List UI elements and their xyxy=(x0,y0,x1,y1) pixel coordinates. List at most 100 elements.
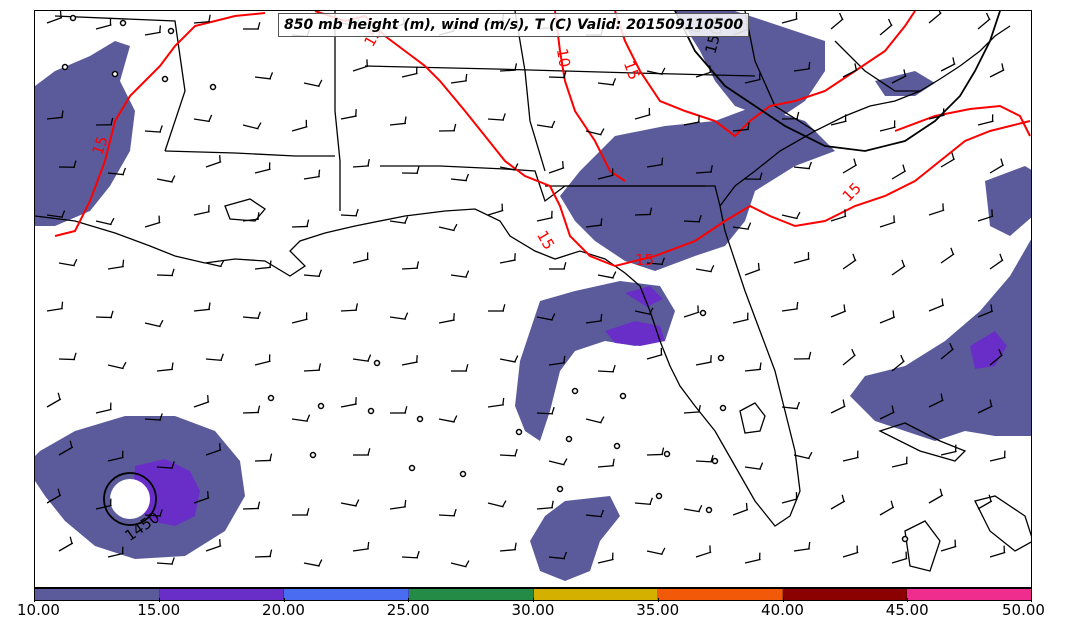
wind-barb xyxy=(928,488,944,504)
wind-barb xyxy=(842,158,858,174)
station-circle xyxy=(699,309,707,317)
shade-region-atlantic xyxy=(850,239,1031,441)
station-circle xyxy=(655,492,663,500)
wind-barb xyxy=(781,111,800,120)
colorbar-tick-mark xyxy=(34,598,35,602)
colorbar-segment xyxy=(533,589,659,600)
station-circle xyxy=(309,451,317,459)
wind-barb xyxy=(928,393,944,408)
wind-barb xyxy=(793,541,811,552)
wind-barb xyxy=(744,462,764,470)
wind-barb xyxy=(695,65,712,78)
colorbar-segment xyxy=(782,589,908,600)
station-circle xyxy=(717,354,725,362)
wind-barb xyxy=(830,399,846,414)
wind-barb xyxy=(744,72,761,84)
wind-barb xyxy=(830,209,847,222)
colorbar-tick-mark xyxy=(533,598,534,602)
wind-barb xyxy=(291,312,308,324)
wind-barb xyxy=(646,67,666,75)
wind-barb xyxy=(156,268,175,277)
wind-barb xyxy=(842,63,858,78)
wind-barb xyxy=(597,168,614,180)
wind-barb xyxy=(107,361,127,370)
colorbar-tick-label: 30.00 xyxy=(511,601,555,619)
wind-barb xyxy=(597,364,616,373)
shade-region-east-small xyxy=(875,71,935,96)
wind-barb xyxy=(95,217,115,226)
wind-barb xyxy=(401,355,418,366)
wind-barb xyxy=(548,70,567,79)
station-circle xyxy=(119,19,127,27)
wind-barb xyxy=(732,122,750,132)
wind-barb xyxy=(438,223,458,232)
wind-barb xyxy=(793,351,812,360)
wind-barb xyxy=(156,362,174,372)
wind-barb xyxy=(254,260,272,270)
wind-barb xyxy=(46,110,64,120)
wind-barb xyxy=(450,73,468,84)
wind-barb xyxy=(58,258,78,267)
wind-barb xyxy=(891,456,908,468)
wind-barb xyxy=(156,175,176,183)
wind-barb xyxy=(254,162,271,174)
station-circle xyxy=(565,435,573,443)
wind-barb xyxy=(536,406,555,415)
temp-contour-15-east xyxy=(894,104,1031,137)
wind-barb xyxy=(891,354,905,372)
wind-barb xyxy=(292,508,310,516)
wind-barb xyxy=(291,119,308,132)
wind-barb xyxy=(193,491,210,504)
wind-barb xyxy=(95,310,114,319)
colorbar-tick-label: 10.00 xyxy=(17,601,60,619)
wind-barb xyxy=(352,59,369,72)
wind-barb xyxy=(390,406,408,414)
wind-barb xyxy=(879,500,895,516)
wind-barb xyxy=(450,560,470,568)
wind-barb xyxy=(389,216,409,224)
wind-barb xyxy=(353,448,371,456)
station-circle xyxy=(613,442,621,450)
shade-region-georgia xyxy=(560,106,835,271)
wind-barb xyxy=(597,552,614,564)
height-contours xyxy=(103,11,1001,526)
station-circle xyxy=(711,457,719,465)
wind-barb xyxy=(352,158,370,168)
wind-barb xyxy=(254,549,273,558)
wind-barb xyxy=(254,354,271,366)
wind-barb xyxy=(683,404,701,414)
wind-barb xyxy=(977,399,993,414)
border-louisiana-north xyxy=(164,150,335,157)
wind-barb xyxy=(744,262,761,276)
station-circle xyxy=(719,404,727,412)
wind-barb xyxy=(95,117,114,126)
wind-barb xyxy=(830,12,844,30)
wind-barb xyxy=(989,450,1006,462)
station-circle xyxy=(209,83,217,91)
wind-barb xyxy=(597,458,615,468)
wind-barb xyxy=(842,348,856,366)
wind-barb xyxy=(732,222,752,230)
colorbar-segment xyxy=(159,589,285,600)
wind-barb xyxy=(58,536,74,552)
wind-barb xyxy=(303,363,322,372)
wind-barb xyxy=(499,542,517,552)
colorbar-segment xyxy=(408,589,534,600)
map-panel: 1450 1500 15 15 15 15 15 10 15 xyxy=(34,10,1032,588)
wind-barb xyxy=(634,497,653,506)
station-circle xyxy=(416,415,424,423)
map-canvas: 1450 1500 15 15 15 15 15 10 15 xyxy=(35,11,1031,581)
wind-barb xyxy=(891,551,908,564)
wind-barb xyxy=(242,501,261,510)
colorbar-tick-mark xyxy=(907,598,909,602)
wind-barb xyxy=(585,313,603,324)
wind-barb xyxy=(585,128,605,136)
station-circle xyxy=(267,394,275,402)
station-circle xyxy=(408,464,416,472)
coast-bahamas-2 xyxy=(974,495,1031,552)
wind-barb xyxy=(144,413,163,421)
station-circle xyxy=(167,27,175,35)
temp-label-15-top: 15 xyxy=(620,58,643,82)
colorbar-segment xyxy=(907,589,1031,600)
wind-barb xyxy=(303,269,322,278)
